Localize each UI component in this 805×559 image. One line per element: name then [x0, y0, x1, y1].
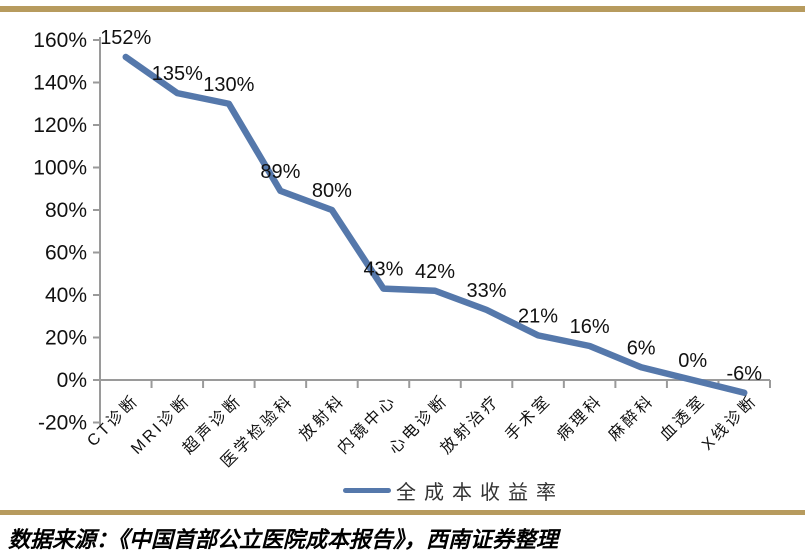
data-label: 80% — [312, 180, 352, 202]
data-label: 43% — [363, 259, 403, 281]
x-axis-label: 手术室 — [502, 391, 555, 444]
data-label: 130% — [203, 74, 254, 96]
data-label: 16% — [570, 316, 610, 338]
data-label: 135% — [152, 63, 203, 85]
data-label: 89% — [260, 161, 300, 183]
chart-legend: 全成本收益率 — [343, 479, 564, 504]
y-axis-label: 100% — [33, 157, 87, 180]
x-axis-label: 血透室 — [656, 391, 709, 444]
y-axis-label: 60% — [45, 242, 87, 265]
x-axis-label: 病理科 — [553, 391, 606, 444]
data-label: 21% — [518, 305, 558, 327]
y-axis-label: 20% — [45, 327, 87, 350]
y-axis-label: 0% — [57, 369, 87, 392]
legend-label: 全成本收益率 — [396, 481, 564, 504]
data-label: 42% — [415, 261, 455, 283]
x-axis-label: 放射科 — [296, 391, 349, 444]
y-axis-label: 120% — [33, 114, 87, 137]
y-axis-label: -20% — [38, 412, 87, 435]
x-axis-label: X线诊断 — [698, 391, 761, 454]
line-chart: 160%140%120%100%80%60%40%20%0%-20%CT诊断MR… — [33, 27, 771, 471]
x-axis-label: 麻醉科 — [605, 391, 658, 444]
source-note: 数据来源：《中国首部公立医院成本报告》，西南证券整理 — [8, 527, 559, 552]
data-label: 152% — [100, 27, 151, 49]
data-label: -6% — [726, 363, 762, 385]
bottom-accent-bar — [0, 510, 805, 515]
series-line — [122, 53, 748, 396]
legend-line-swatch — [343, 487, 391, 493]
top-accent-bar — [0, 6, 805, 12]
y-axis-label: 40% — [45, 284, 87, 307]
data-label: 6% — [627, 337, 656, 359]
y-axis-label: 80% — [45, 199, 87, 222]
y-axis-label: 160% — [33, 29, 87, 52]
y-axis-label: 140% — [33, 72, 87, 95]
data-label: 33% — [467, 280, 507, 302]
data-label: 0% — [678, 350, 707, 372]
